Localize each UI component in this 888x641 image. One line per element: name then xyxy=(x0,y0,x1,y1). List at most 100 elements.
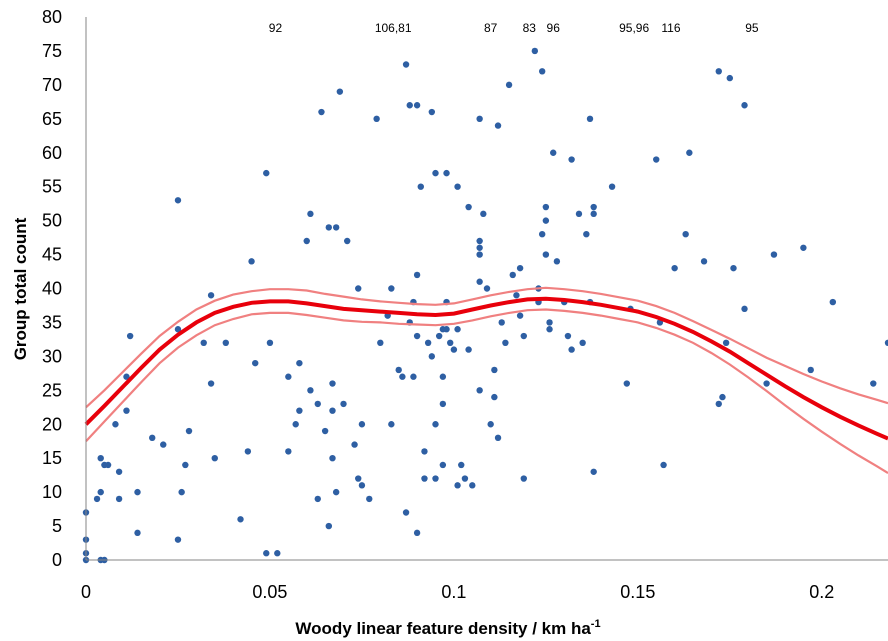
data-point xyxy=(435,332,443,340)
data-point xyxy=(126,332,134,340)
y-tick-label: 45 xyxy=(42,245,62,265)
ci-upper-line xyxy=(85,286,888,409)
data-point xyxy=(314,400,321,408)
data-point xyxy=(726,74,734,82)
data-point xyxy=(498,319,505,326)
y-tick-label: 75 xyxy=(42,41,62,61)
data-point xyxy=(263,550,270,557)
data-point xyxy=(325,224,333,231)
data-point xyxy=(800,244,807,251)
data-point xyxy=(329,380,336,387)
data-point xyxy=(568,156,575,163)
data-point xyxy=(447,339,454,346)
data-point xyxy=(211,454,218,462)
data-point xyxy=(321,427,329,435)
data-point xyxy=(274,550,281,557)
data-point xyxy=(329,454,336,462)
data-point xyxy=(174,197,182,204)
data-point xyxy=(421,448,428,455)
data-point xyxy=(413,102,421,109)
data-point xyxy=(439,400,447,408)
data-point xyxy=(590,210,597,218)
fit-line xyxy=(84,296,888,441)
data-point xyxy=(123,407,130,414)
y-axis-title: Group total count xyxy=(11,217,30,360)
data-point xyxy=(454,482,461,489)
data-point xyxy=(285,448,292,455)
y-tick-label: 60 xyxy=(42,143,62,163)
data-point xyxy=(480,210,487,218)
annotation-label: 106,81 xyxy=(375,21,412,35)
data-point xyxy=(174,536,182,543)
data-point xyxy=(355,475,362,482)
data-point xyxy=(266,339,274,346)
data-point xyxy=(417,183,424,190)
annotation-label: 92 xyxy=(269,21,283,35)
data-point xyxy=(104,461,112,469)
data-point xyxy=(336,88,344,95)
data-point xyxy=(443,326,450,333)
data-point xyxy=(292,421,299,428)
data-point xyxy=(413,529,421,537)
data-point xyxy=(538,68,546,75)
data-point xyxy=(884,339,888,346)
data-point xyxy=(182,461,189,469)
x-axis-title: Woody linear feature density / km ha-1 xyxy=(295,618,600,638)
y-tick-label: 50 xyxy=(42,211,62,231)
data-point xyxy=(520,475,527,482)
x-tick-label: 0 xyxy=(81,582,91,602)
data-point xyxy=(520,332,527,340)
y-tick-label: 55 xyxy=(42,177,62,197)
data-points xyxy=(82,47,888,564)
data-point xyxy=(413,271,421,279)
data-point xyxy=(178,488,185,496)
data-point xyxy=(439,461,447,469)
data-point xyxy=(870,380,877,387)
x-tick-labels: 0 0.05 0.1 0.15 0.2 xyxy=(81,582,834,602)
data-point xyxy=(428,108,436,116)
data-point xyxy=(244,448,252,455)
data-point xyxy=(476,251,483,258)
y-tick-labels: 0 5 10 15 20 25 30 35 40 45 50 55 60 65 70 75 80 xyxy=(42,7,62,570)
data-point xyxy=(568,346,575,353)
data-point xyxy=(134,529,141,537)
data-point xyxy=(542,251,550,258)
data-point xyxy=(200,339,207,346)
x-tick-label: 0.1 xyxy=(441,582,466,602)
data-point xyxy=(413,332,421,340)
data-point xyxy=(491,393,498,401)
data-point xyxy=(450,346,458,353)
data-point xyxy=(505,81,513,89)
data-point xyxy=(318,108,325,116)
data-point xyxy=(579,339,586,346)
data-point xyxy=(207,292,215,299)
data-point xyxy=(314,495,321,503)
annotation-label: 83 xyxy=(523,21,537,35)
data-point xyxy=(410,373,417,380)
data-point xyxy=(395,366,402,374)
data-point xyxy=(388,285,395,292)
data-point xyxy=(590,203,597,211)
data-point xyxy=(432,169,439,177)
data-point xyxy=(303,237,310,245)
data-point xyxy=(285,373,292,380)
data-point xyxy=(741,102,748,109)
data-point xyxy=(388,421,395,428)
data-point xyxy=(483,285,491,292)
data-point xyxy=(550,149,557,156)
data-point xyxy=(454,326,461,333)
y-tick-label: 15 xyxy=(42,448,62,468)
data-point xyxy=(329,407,336,414)
data-point xyxy=(586,115,594,123)
data-point xyxy=(476,278,483,285)
data-point xyxy=(296,407,303,414)
data-point xyxy=(469,482,476,489)
data-point xyxy=(458,461,465,469)
data-point xyxy=(134,488,141,496)
data-point xyxy=(424,339,432,346)
data-point xyxy=(722,339,730,346)
data-point xyxy=(332,224,340,231)
data-point xyxy=(546,319,553,326)
data-point xyxy=(432,421,439,428)
